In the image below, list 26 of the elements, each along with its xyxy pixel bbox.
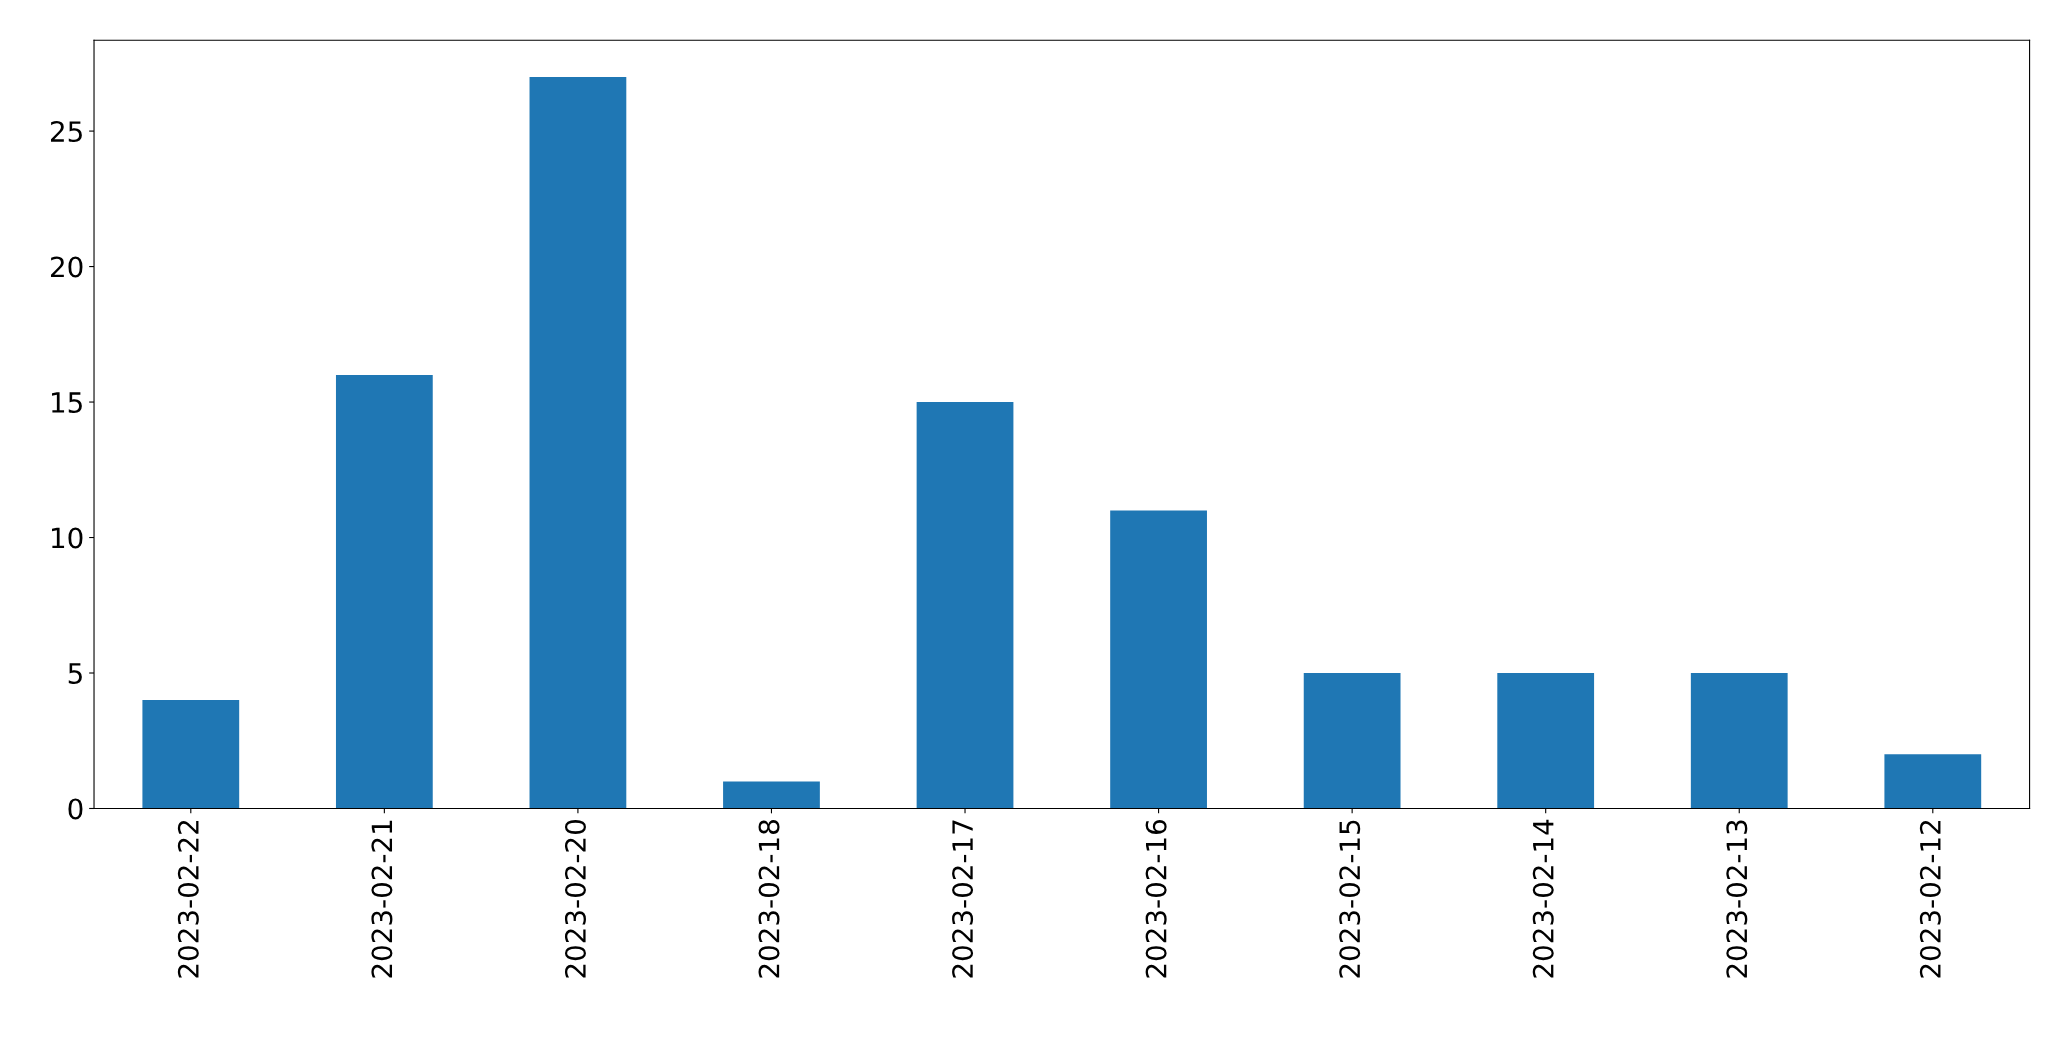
x-tick-label: 2023-02-21 xyxy=(371,820,393,978)
x-tick-label: 2023-02-20 xyxy=(564,820,586,978)
bar xyxy=(142,700,240,809)
bar xyxy=(529,76,627,809)
bar xyxy=(335,374,433,809)
x-tick-label: 2023-02-17 xyxy=(952,820,974,978)
y-tick-label: 25 xyxy=(50,121,82,143)
x-tick-label: 2023-02-22 xyxy=(177,820,199,978)
y-tick-label: 20 xyxy=(50,256,83,278)
x-tick-label: 2023-02-18 xyxy=(758,820,780,978)
y-tick-label: 5 xyxy=(68,663,82,684)
bar xyxy=(1884,754,1982,809)
y-tick-label: 15 xyxy=(52,392,82,413)
y-tick-label: 0 xyxy=(68,798,83,820)
x-tick-label: 2023-02-13 xyxy=(1726,820,1748,978)
y-tick-label: 10 xyxy=(52,527,83,549)
bar xyxy=(1303,673,1401,809)
x-tick-label: 2023-02-14 xyxy=(1532,819,1554,978)
bar xyxy=(1690,673,1788,809)
bar xyxy=(723,781,820,809)
x-tick-label: 2023-02-16 xyxy=(1145,819,1167,978)
x-tick-label: 2023-02-15 xyxy=(1339,820,1361,978)
bar xyxy=(916,402,1014,809)
bar xyxy=(1110,510,1207,809)
x-tick-label: 2023-02-12 xyxy=(1919,820,1941,978)
bar xyxy=(1497,673,1595,809)
